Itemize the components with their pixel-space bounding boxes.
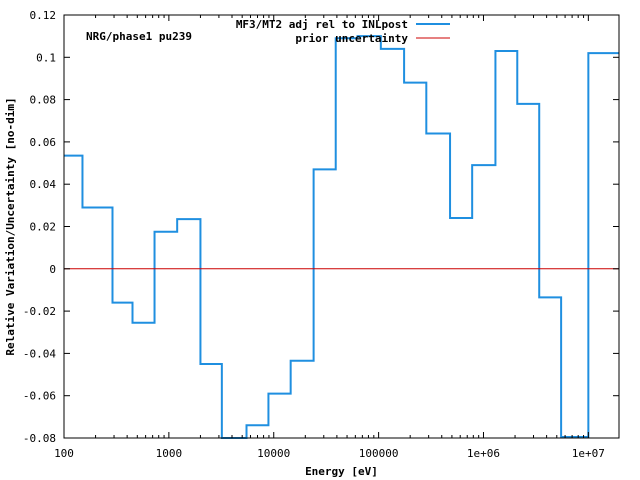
y-tick-label: 0.12	[30, 9, 57, 22]
x-tick-label: 10000	[257, 447, 290, 460]
y-tick-label: -0.02	[23, 305, 56, 318]
x-tick-label: 1e+06	[467, 447, 500, 460]
x-tick-label: 1000	[156, 447, 183, 460]
y-tick-label: 0.02	[30, 221, 57, 234]
series-adjustment-step-line	[64, 35, 619, 439]
y-tick-label: 0	[49, 263, 56, 276]
legend: MF3/MT2 adj rel to INLpost prior uncerta…	[236, 18, 450, 45]
legend-label-adjustment: MF3/MT2 adj rel to INLpost	[236, 18, 408, 31]
y-tick-label: 0.1	[36, 51, 56, 64]
y-axis-label: Relative Variation/Uncertainty [no-dim]	[4, 97, 17, 355]
y-tick-label: -0.08	[23, 432, 56, 445]
x-axis-label: Energy [eV]	[305, 465, 378, 478]
y-tick-label: 0.06	[30, 136, 57, 149]
plot-frame	[63, 14, 620, 439]
x-tick-label: 1e+07	[572, 447, 605, 460]
legend-label-prior-uncertainty: prior uncertainty	[295, 32, 408, 45]
y-tick-label: -0.06	[23, 390, 56, 403]
plot-annotation: NRG/phase1 pu239	[86, 30, 192, 43]
data-layer	[64, 35, 619, 439]
y-tick-label: -0.04	[23, 347, 56, 360]
y-tick-label: 0.08	[30, 94, 57, 107]
y-tick-label: 0.04	[30, 178, 57, 191]
x-tick-label: 100	[54, 447, 74, 460]
ticks-layer: -0.08 -0.06 -0.04 -0.02 0 0.02 0.04 0.06 0.08 0.1…	[23, 9, 619, 460]
x-tick-label: 100000	[359, 447, 399, 460]
